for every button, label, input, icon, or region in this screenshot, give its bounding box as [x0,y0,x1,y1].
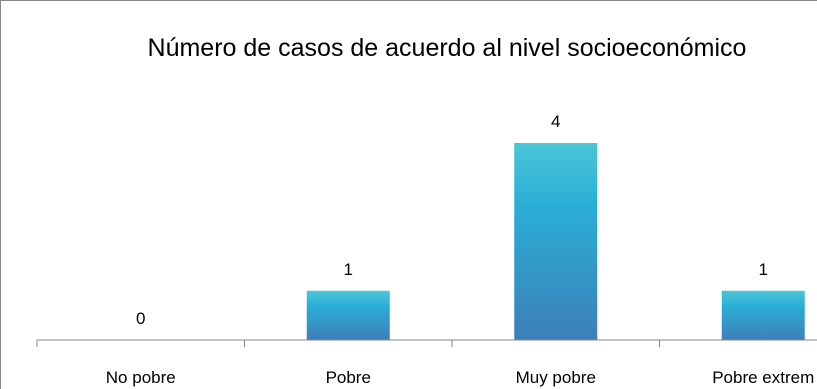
bars-layer [306,143,805,340]
x-axis-ticks-layer: No pobre Pobre Muy pobre Pobre extrem [106,368,814,387]
x-axis-tick-label: Muy pobre [516,368,596,387]
bar [306,290,390,340]
data-label: 1 [759,260,768,279]
x-axis-tick-marks [36,340,660,347]
data-label: 4 [551,112,560,131]
chart-title: Número de casos de acuerdo al nivel soci… [148,34,747,62]
data-label: 1 [344,260,353,279]
data-labels-layer: 0 1 4 1 [136,112,768,328]
bar [514,143,598,340]
x-axis-tick-label: Pobre extrem [712,368,814,387]
x-axis-tick-label: Pobre [326,368,371,387]
data-label: 0 [136,309,145,328]
x-axis-tick-label: No pobre [106,368,176,387]
bar [721,290,805,340]
